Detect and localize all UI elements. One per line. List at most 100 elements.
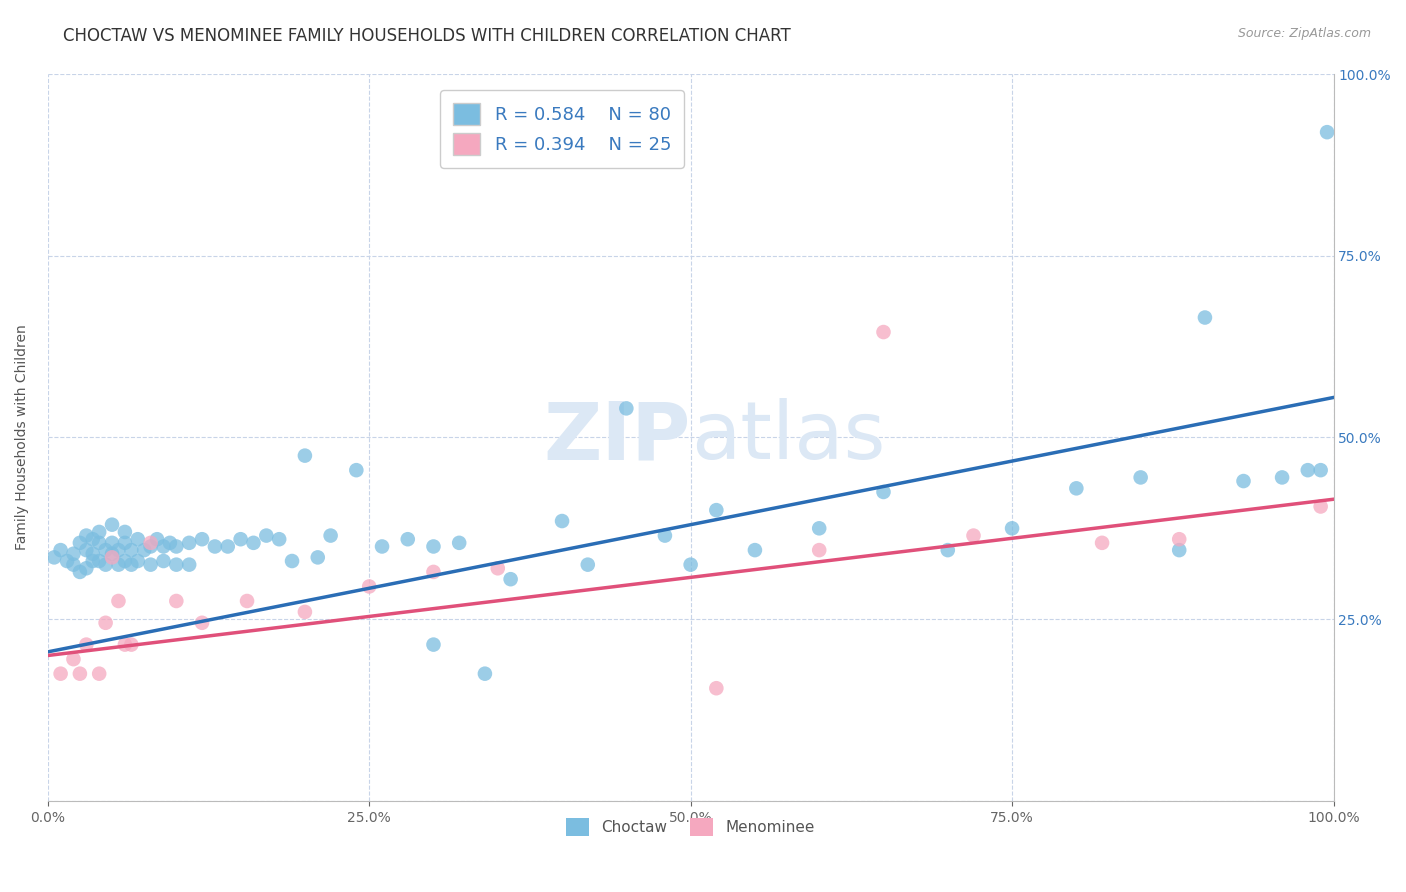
Point (1296, 463, 1319, 477)
Point (551, 514, 574, 528)
Point (101, 550, 124, 565)
Point (89, 554, 111, 568)
Point (217, 540, 239, 554)
Text: ZIP: ZIP (543, 399, 690, 476)
Point (236, 594, 259, 608)
Point (75, 543, 97, 558)
Point (49, 543, 72, 558)
Point (159, 536, 181, 550)
Point (49, 666, 72, 681)
Point (396, 532, 419, 546)
Point (499, 572, 522, 586)
Point (936, 543, 959, 558)
Point (62, 652, 84, 666)
Point (75, 528, 97, 542)
Point (1168, 543, 1191, 558)
Point (704, 681, 727, 696)
Point (107, 558, 129, 572)
Point (107, 594, 129, 608)
Point (62, 547, 84, 561)
Point (139, 536, 162, 550)
Point (359, 579, 381, 593)
Point (294, 605, 316, 619)
Point (146, 532, 169, 546)
Point (101, 536, 124, 550)
Point (120, 638, 142, 652)
Point (139, 558, 162, 572)
Point (422, 565, 444, 579)
Point (744, 543, 766, 558)
Point (1309, 463, 1331, 477)
Point (1309, 500, 1331, 514)
Point (872, 485, 894, 500)
Point (679, 558, 702, 572)
Text: CHOCTAW VS MENOMINEE FAMILY HOUSEHOLDS WITH CHILDREN CORRELATION CHART: CHOCTAW VS MENOMINEE FAMILY HOUSEHOLDS W… (63, 27, 792, 45)
Point (114, 638, 136, 652)
Point (75, 561, 97, 575)
Point (962, 528, 984, 542)
Point (1091, 536, 1114, 550)
Point (269, 532, 291, 546)
Point (82, 547, 104, 561)
Point (576, 558, 599, 572)
Point (134, 543, 156, 558)
Point (120, 543, 142, 558)
Point (307, 550, 329, 565)
Point (165, 540, 187, 554)
Point (127, 554, 149, 568)
Point (120, 558, 142, 572)
Point (1194, 310, 1216, 325)
Point (62, 558, 84, 572)
Point (44, 550, 66, 565)
Point (165, 558, 187, 572)
Point (1316, 125, 1339, 139)
Point (254, 528, 277, 542)
Point (704, 503, 727, 517)
Legend: Choctaw, Menominee: Choctaw, Menominee (558, 810, 823, 844)
Point (872, 325, 894, 339)
Y-axis label: Family Households with Children: Family Households with Children (15, 325, 30, 550)
Point (107, 543, 129, 558)
Point (89, 536, 111, 550)
Point (179, 558, 201, 572)
Point (281, 554, 304, 568)
Point (486, 561, 509, 575)
Point (344, 463, 367, 477)
Point (101, 547, 124, 561)
Point (89, 666, 111, 681)
Point (474, 666, 496, 681)
Point (229, 532, 252, 546)
Point (114, 536, 136, 550)
Point (808, 521, 831, 535)
Point (1066, 481, 1088, 495)
Point (165, 594, 187, 608)
Point (204, 540, 226, 554)
Point (75, 638, 97, 652)
Point (371, 540, 394, 554)
Point (101, 517, 124, 532)
Point (94, 558, 117, 572)
Point (319, 528, 342, 542)
Point (114, 524, 136, 539)
Point (654, 528, 676, 542)
Point (449, 536, 471, 550)
Point (1168, 532, 1191, 546)
Point (139, 540, 162, 554)
Point (69, 666, 91, 681)
Point (82, 532, 104, 546)
Point (1129, 470, 1152, 484)
Point (89, 524, 111, 539)
Point (179, 536, 201, 550)
Point (422, 638, 444, 652)
Point (94, 615, 117, 630)
Point (422, 540, 444, 554)
Point (242, 536, 264, 550)
Point (1271, 470, 1294, 484)
Point (1001, 521, 1024, 535)
Text: Source: ZipAtlas.com: Source: ZipAtlas.com (1237, 27, 1371, 40)
Point (191, 615, 214, 630)
Point (127, 532, 149, 546)
Point (69, 536, 91, 550)
Point (56, 554, 79, 568)
Point (69, 565, 91, 579)
